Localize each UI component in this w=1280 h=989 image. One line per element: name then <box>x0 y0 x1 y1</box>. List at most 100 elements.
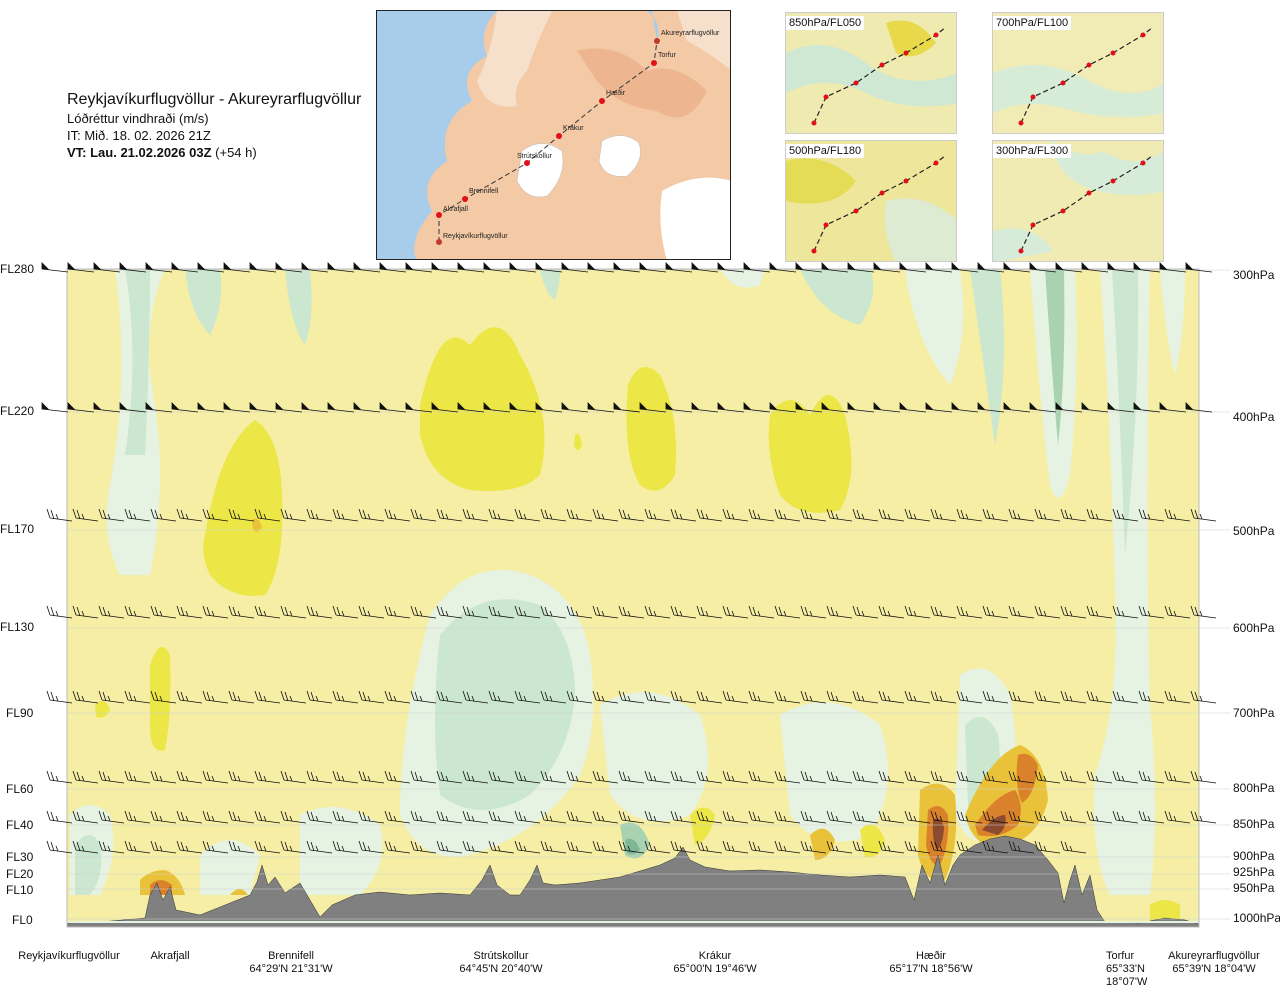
level-map-850[interactable]: 850hPa/FL050 <box>785 12 957 134</box>
level-map-850-graphic <box>786 13 956 133</box>
wind-barb <box>514 770 541 784</box>
wind-barb <box>1034 690 1061 704</box>
wind-barb <box>306 605 333 619</box>
wind-barb <box>1159 262 1187 273</box>
wind-barb <box>982 770 1009 784</box>
wind-barb <box>540 508 567 522</box>
wind-barb <box>904 508 931 522</box>
wind-barb <box>379 262 407 273</box>
wind-barb <box>46 508 73 522</box>
wind-barb <box>98 840 125 854</box>
wind-barb <box>72 690 99 704</box>
wind-barb <box>774 770 801 784</box>
hpa-label-300: 300hPa <box>1233 268 1275 282</box>
wind-barb <box>223 402 251 413</box>
wind-barb <box>982 605 1009 619</box>
level-map-300[interactable]: 300hPa/FL300 <box>992 140 1164 262</box>
issue-time: IT: Mið. 18. 02. 2026 21Z <box>67 128 211 143</box>
wind-barb <box>93 262 121 273</box>
wind-barb <box>535 402 563 413</box>
waypoint-name: Krákur <box>698 950 732 962</box>
fl-label-10: FL10 <box>6 883 34 897</box>
wind-barb <box>930 605 957 619</box>
wind-barb <box>67 262 95 273</box>
wind-barb <box>587 402 615 413</box>
wind-barb <box>72 605 99 619</box>
level-map-500[interactable]: 500hPa/FL180 <box>785 140 957 262</box>
wind-barb <box>1138 605 1165 619</box>
wind-barb <box>743 262 771 273</box>
wind-barb <box>436 690 463 704</box>
wind-barb <box>1003 262 1031 273</box>
wind-barb <box>774 605 801 619</box>
wind-barb <box>254 770 281 784</box>
fl-label-90: FL90 <box>6 706 34 720</box>
hpa-label-900: 900hPa <box>1233 849 1275 863</box>
wind-barb <box>1190 770 1217 784</box>
wind-barb <box>696 690 723 704</box>
wind-barb <box>613 262 641 273</box>
wind-barb <box>852 508 879 522</box>
wind-barb <box>1190 810 1217 824</box>
fl-label-280: FL280 <box>0 262 35 276</box>
wind-barb <box>228 605 255 619</box>
wind-barb <box>618 810 645 824</box>
wind-barb <box>436 770 463 784</box>
waypoint-name: Akureyrarflugvöllur <box>1168 950 1260 962</box>
wind-barb <box>228 840 255 854</box>
waypoint-haedir: Hæðir 65°17'N 18°56'W <box>876 950 986 976</box>
wind-barb <box>925 262 953 273</box>
map-label-krakur: Krákur <box>563 125 584 132</box>
wind-barb <box>1003 402 1031 413</box>
wind-barb <box>904 770 931 784</box>
wind-barb <box>410 605 437 619</box>
wind-barb <box>670 508 697 522</box>
wind-barb <box>150 770 177 784</box>
wind-barb <box>124 810 151 824</box>
route-map[interactable]: Akureyrarflugvöllur Torfur Hæðir Krákur … <box>376 10 731 260</box>
wind-barb <box>748 690 775 704</box>
wind-barb <box>280 770 307 784</box>
wind-barb <box>592 508 619 522</box>
wind-barb <box>696 810 723 824</box>
wind-barb <box>1034 840 1061 854</box>
waypoint-name: Hæðir <box>916 950 946 962</box>
wind-barb <box>327 402 355 413</box>
wind-barb <box>72 508 99 522</box>
wind-barb <box>644 840 671 854</box>
level-map-300-label: 300hPa/FL300 <box>993 144 1072 158</box>
wind-barb <box>691 262 719 273</box>
valid-time-offset: (+54 h) <box>215 145 257 160</box>
wind-barb <box>587 262 615 273</box>
wind-barb <box>670 605 697 619</box>
wind-barb <box>743 402 771 413</box>
waypoint-akrafjall: Akrafjall <box>140 950 200 963</box>
level-map-700[interactable]: 700hPa/FL100 <box>992 12 1164 134</box>
wind-barb <box>98 605 125 619</box>
wind-barb <box>358 508 385 522</box>
wind-barb <box>384 810 411 824</box>
wind-barb <box>150 508 177 522</box>
wind-barb <box>644 810 671 824</box>
wind-barb <box>670 690 697 704</box>
map-label-reykjavik: Reykjavíkurflugvöllur <box>443 233 508 240</box>
wind-barb <box>410 690 437 704</box>
wind-barb <box>1086 605 1113 619</box>
wind-barb <box>795 402 823 413</box>
fl-label-220: FL220 <box>0 404 35 418</box>
wind-barb <box>457 262 485 273</box>
valid-time: VT: Lau. 21.02.2026 03Z (+54 h) <box>67 144 361 161</box>
wind-barb <box>98 770 125 784</box>
wind-barb <box>722 605 749 619</box>
wind-barb <box>1060 690 1087 704</box>
hpa-label-400: 400hPa <box>1233 410 1275 424</box>
wind-barb <box>405 262 433 273</box>
wind-barb <box>358 770 385 784</box>
waypoint-name: Reykjavíkurflugvöllur <box>18 950 120 962</box>
map-label-akrafjall: Akrafjall <box>443 206 468 213</box>
wind-barb <box>306 770 333 784</box>
wind-barb <box>561 402 589 413</box>
wind-barb <box>124 690 151 704</box>
wind-barb <box>1185 262 1213 273</box>
plot-frame <box>66 268 1200 928</box>
